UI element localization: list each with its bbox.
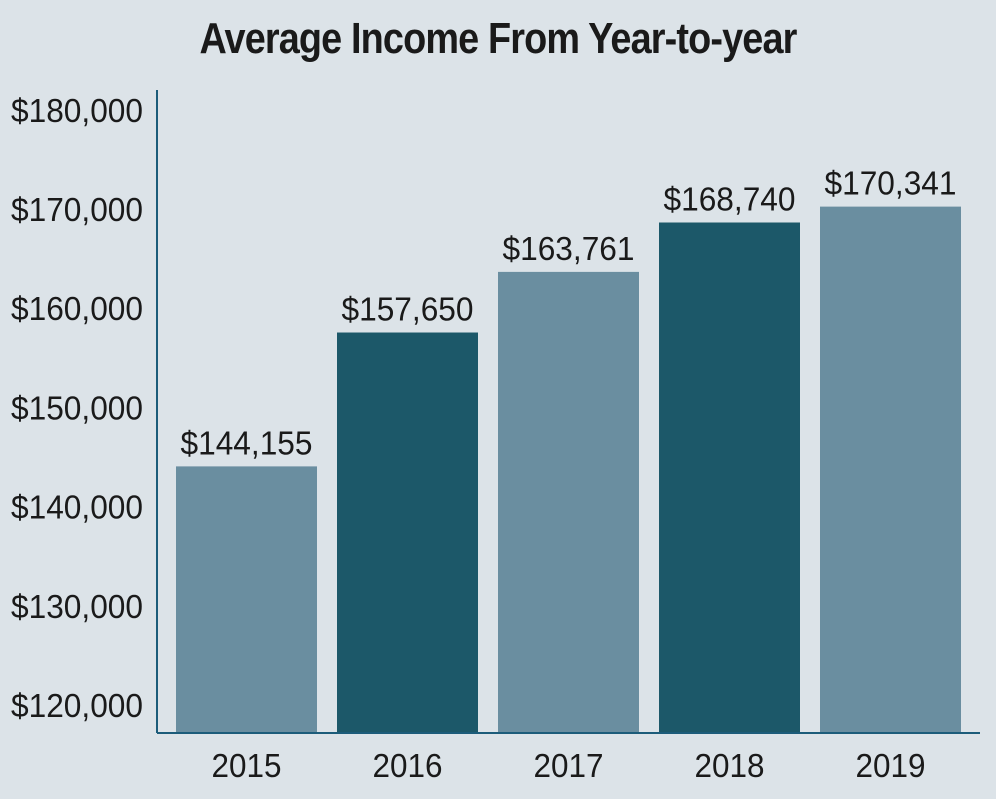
x-tick-label: 2016	[373, 747, 443, 784]
y-tick-label: $150,000	[11, 389, 143, 426]
bar-2016	[337, 332, 478, 733]
chart-title: Average Income From Year-to-year	[199, 14, 797, 63]
bars	[176, 206, 961, 733]
y-tick-label: $160,000	[11, 290, 143, 327]
bar-value-label: $157,650	[342, 291, 474, 328]
bar-2015	[176, 466, 317, 733]
y-tick-label: $120,000	[11, 687, 143, 724]
x-tick-label: 2018	[695, 747, 765, 784]
x-tick-label: 2019	[856, 747, 926, 784]
bar-value-label: $168,740	[664, 180, 796, 217]
bar-value-label: $144,155	[181, 424, 313, 461]
bar-value-label: $163,761	[503, 230, 635, 267]
x-tick-label: 2015	[212, 747, 282, 784]
y-tick-label: $170,000	[11, 191, 143, 228]
bar-2018	[659, 222, 800, 733]
bar-2019	[820, 206, 961, 733]
y-tick-label: $140,000	[11, 489, 143, 526]
x-tick-label: 2017	[534, 747, 604, 784]
data-labels: $144,155 $157,650 $163,761 $168,740 $170,341	[181, 165, 957, 462]
y-axis-ticks: $120,000 $130,000 $140,000 $150,000 $160,000…	[11, 92, 143, 724]
bar-2017	[498, 271, 639, 733]
y-tick-label: $130,000	[11, 588, 143, 625]
bar-value-label: $170,341	[825, 165, 957, 202]
y-tick-label: $180,000	[11, 92, 143, 129]
x-axis-ticks: 2015 2016 2017 2018 2019	[212, 747, 926, 784]
